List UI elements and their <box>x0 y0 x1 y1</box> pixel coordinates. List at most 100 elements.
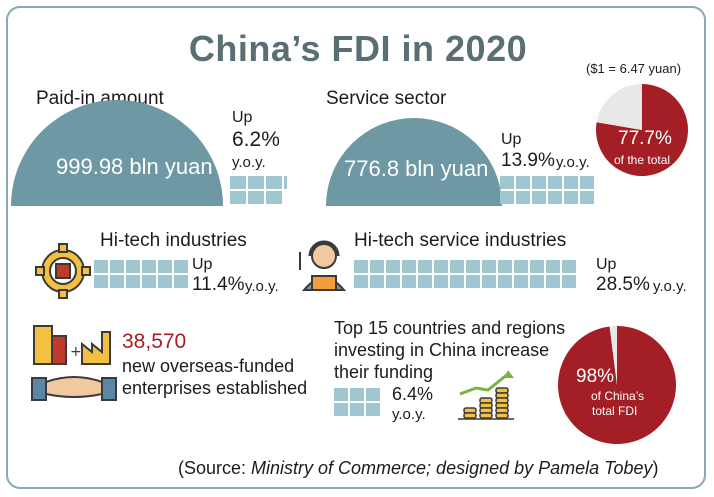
top15-share-line1: of China’s <box>591 389 645 403</box>
chip-gear-icon <box>35 243 91 299</box>
growth-block <box>334 403 348 416</box>
growth-block <box>514 275 528 288</box>
growth-block <box>174 275 188 288</box>
growth-block <box>350 388 364 401</box>
growth-block <box>466 275 480 288</box>
growth-block <box>334 388 348 401</box>
growth-block <box>466 260 480 273</box>
page-title: China’s FDI in 2020 <box>188 28 528 69</box>
enterprises-line2: enterprises established <box>122 378 308 398</box>
hitech-pct: 11.4% <box>192 274 245 295</box>
growth-block <box>402 260 416 273</box>
growth-block <box>248 191 264 204</box>
growth-block <box>110 275 124 288</box>
growth-block <box>366 403 380 416</box>
paid-in-growth-blocks <box>230 176 282 204</box>
top15-line3: their funding <box>334 362 434 382</box>
growth-block <box>230 191 246 204</box>
growth-block <box>418 260 432 273</box>
service-label: Service sector <box>326 88 447 109</box>
paid-in-pct: 6.2% <box>232 128 280 151</box>
hitech-service-up: Up <box>596 256 617 273</box>
source-note: (Source: Ministry of Commerce; designed … <box>178 458 659 479</box>
hitech-service-growth-blocks <box>354 260 576 288</box>
growth-block <box>350 403 364 416</box>
growth-block <box>498 260 512 273</box>
rising-coins-chart-icon <box>458 370 514 420</box>
top15-line1: Top 15 countries and regions <box>334 318 566 338</box>
growth-block <box>482 260 496 273</box>
growth-block <box>110 260 124 273</box>
paid-in-growth-sliver <box>284 176 287 189</box>
growth-block <box>126 260 140 273</box>
growth-block <box>546 275 560 288</box>
growth-block <box>498 275 512 288</box>
growth-block <box>530 260 544 273</box>
growth-block <box>532 176 546 189</box>
growth-block <box>366 388 380 401</box>
top15-share-pct: 98% <box>576 366 615 387</box>
source-prefix: (Source: <box>178 458 252 478</box>
top15-share-line2: total FDI <box>592 404 638 418</box>
top15-growth-blocks <box>334 388 380 416</box>
growth-block <box>562 260 576 273</box>
growth-block <box>266 191 282 204</box>
growth-block <box>564 176 578 189</box>
hitech-service-pct: 28.5% <box>596 274 650 295</box>
growth-block <box>230 176 246 189</box>
support-agent-icon <box>299 240 347 291</box>
growth-block <box>580 191 594 204</box>
pie-slice <box>596 84 642 130</box>
service-share-label: of the total <box>614 153 671 167</box>
hitech-growth-blocks <box>94 260 188 288</box>
growth-block <box>500 191 514 204</box>
svg-text:+: + <box>70 344 82 360</box>
top15-pct: 6.4% <box>392 384 434 404</box>
source-suffix: ) <box>652 458 659 478</box>
service-share-pct: 77.7% <box>618 128 672 149</box>
growth-block <box>546 260 560 273</box>
growth-block <box>402 275 416 288</box>
growth-block <box>514 260 528 273</box>
service-pct: 13.9% <box>501 150 555 171</box>
exchange-rate-note: ($1 = 6.47 yuan) <box>586 61 682 76</box>
buildings-handshake-icon: + <box>31 325 117 401</box>
growth-block <box>564 191 578 204</box>
growth-block <box>532 191 546 204</box>
growth-block <box>126 275 140 288</box>
infographic-frame: China’s FDI in 2020 ($1 = 6.47 yuan) Pai… <box>6 6 706 489</box>
source-italic: Ministry of Commerce; designed by Pamela… <box>251 458 653 478</box>
growth-block <box>354 260 368 273</box>
top15-yoy: y.o.y. <box>392 406 426 423</box>
growth-block <box>386 275 400 288</box>
growth-block <box>94 275 108 288</box>
growth-block <box>516 176 530 189</box>
growth-block <box>248 176 264 189</box>
service-share-pie <box>596 84 688 176</box>
growth-block <box>370 260 384 273</box>
enterprises-count: 38,570 <box>122 330 187 353</box>
growth-block <box>142 275 156 288</box>
growth-block <box>434 275 448 288</box>
hitech-service-label: Hi-tech service industries <box>354 230 567 251</box>
enterprises-line1: new overseas-funded <box>122 356 295 376</box>
growth-block <box>142 260 156 273</box>
paid-in-up: Up <box>232 109 253 126</box>
growth-block <box>530 275 544 288</box>
growth-block <box>94 260 108 273</box>
growth-block <box>158 275 172 288</box>
paid-in-yoy: y.o.y. <box>232 154 266 171</box>
growth-block <box>386 260 400 273</box>
top15-line2: investing in China increase <box>334 340 550 360</box>
hitech-service-yoy: y.o.y. <box>653 278 687 295</box>
growth-block <box>516 191 530 204</box>
service-up: Up <box>501 131 522 148</box>
service-growth-blocks <box>500 176 594 204</box>
growth-block <box>266 176 282 189</box>
growth-block <box>450 275 464 288</box>
growth-block <box>580 176 594 189</box>
growth-block <box>370 275 384 288</box>
service-yoy: y.o.y. <box>556 154 590 171</box>
growth-block <box>354 275 368 288</box>
growth-block <box>562 275 576 288</box>
